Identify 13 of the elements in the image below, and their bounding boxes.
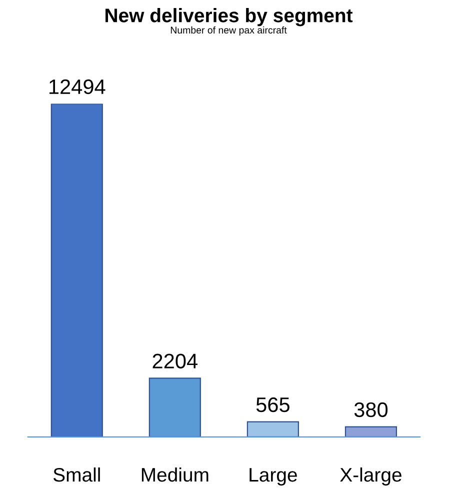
data-label: 12494 xyxy=(50,79,106,94)
bar xyxy=(344,426,398,437)
data-label: 565 xyxy=(256,397,290,412)
data-label: 2204 xyxy=(152,354,198,368)
data-label: 380 xyxy=(354,402,388,418)
chart-title: New deliveries by segment xyxy=(106,8,353,26)
chart-subtitle: Number of new pax aircraft xyxy=(170,26,287,36)
bar xyxy=(246,421,299,437)
x-tick-label: Medium xyxy=(142,467,208,482)
x-tick-label: Large xyxy=(250,468,297,486)
x-tick-label: X-large xyxy=(340,467,402,486)
bar xyxy=(50,104,103,437)
x-tick-label: Small xyxy=(53,467,100,482)
